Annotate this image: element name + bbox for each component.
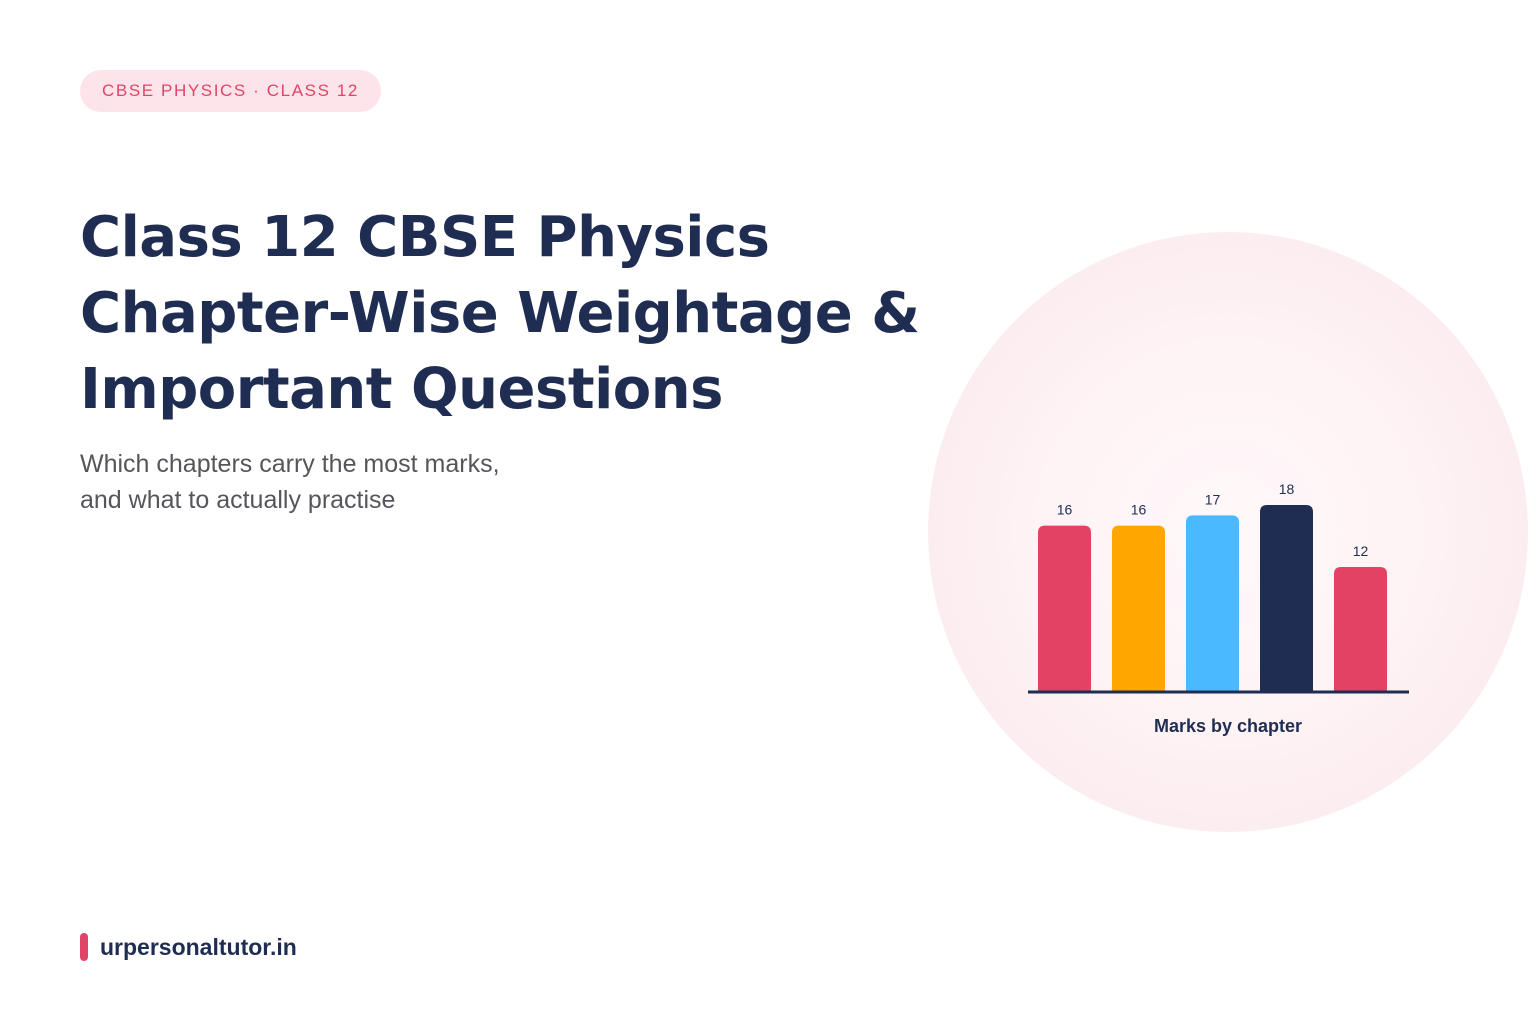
chart-bar-value-label-5: 12	[1353, 543, 1369, 559]
chart-bar-4	[1260, 505, 1313, 691]
subject-tag: CBSE PHYSICS · CLASS 12	[80, 70, 381, 112]
chart-bar-3	[1186, 515, 1239, 691]
chart-bar-value-label-4: 18	[1279, 481, 1295, 497]
chart-bar-value-label-2: 16	[1131, 502, 1147, 518]
title-line-3: Important Questions	[80, 357, 723, 422]
brand-url: urpersonaltutor.in	[100, 933, 297, 960]
page-title: Class 12 CBSE Physics Chapter-Wise Weigh…	[80, 200, 940, 428]
chart-bar-1	[1038, 525, 1091, 691]
brand: urpersonaltutor.in	[80, 930, 297, 964]
title-line-2: Chapter-Wise Weightage &	[80, 281, 920, 346]
chart-x-label: Marks by chapter	[1154, 716, 1302, 736]
subtitle: Which chapters carry the most marks, and…	[80, 446, 500, 518]
chart-bar-value-label-3: 17	[1205, 491, 1221, 507]
subtitle-line-1: Which chapters carry the most marks,	[80, 450, 500, 478]
chart-bar-2	[1112, 525, 1165, 691]
title-line-1: Class 12 CBSE Physics	[80, 205, 770, 270]
subtitle-line-2: and what to actually practise	[80, 486, 396, 514]
chart-bar-value-label-1: 16	[1057, 502, 1073, 518]
brand-accent-bar	[80, 933, 88, 961]
chart-bar-5	[1334, 567, 1387, 691]
